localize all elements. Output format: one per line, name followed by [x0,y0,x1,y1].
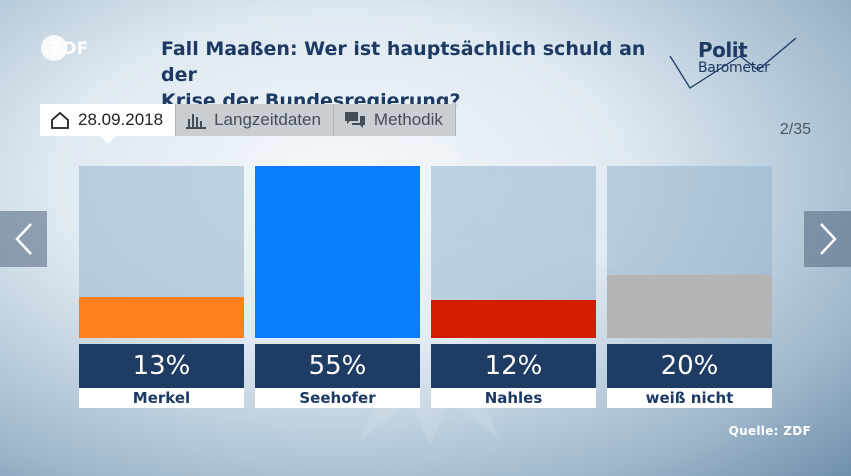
bar-chart-icon [186,114,207,129]
tab-date-label: 28.09.2018 [78,110,164,129]
brand-line-1: Polit [698,38,748,62]
bar-seehofer [255,166,420,338]
data-label-seehofer: 55% [255,344,420,388]
chart-title-line-1: Fall Maaßen: Wer ist hauptsächlich schul… [161,38,646,86]
chat-icon [344,112,365,128]
tab-methodik-label: Methodik [373,110,443,129]
bar-track [79,166,244,338]
home-icon [51,111,69,129]
politbarometer-logo: Polit Barometer [668,34,800,90]
politbarometer-check-icon [669,37,797,89]
prev-button[interactable] [0,211,47,267]
bar-wei-nicht [607,275,772,338]
page-counter: 2/35 [779,121,811,138]
tab-bar: 28.09.2018 Langzeitdaten Methodik [40,104,456,144]
bar-track [255,166,420,338]
brand-line-2: Barometer [698,60,770,76]
source-note: Quelle: ZDF [728,424,811,438]
bar-track [607,166,772,338]
bar-chart: 13% Merkel 55% Seehofer 12% Nahles 20% weiß nic… [79,166,772,408]
svg-text:ZDF: ZDF [50,39,88,59]
tab-methodik[interactable]: Methodik [333,104,456,136]
category-label-wei-nicht: weiß nicht [607,388,772,408]
zdf-logo: ZDF [41,35,88,61]
tab-langzeitdaten-label: Langzeitdaten [214,110,321,129]
category-label-merkel: Merkel [79,388,244,408]
data-label-merkel: 13% [79,344,244,388]
data-label-wei-nicht: 20% [607,344,772,388]
bar-nahles [431,300,596,338]
bar-merkel [79,297,244,338]
chevron-right-icon [819,223,837,255]
tab-date[interactable]: 28.09.2018 [40,104,177,144]
next-button[interactable] [804,211,851,267]
category-label-seehofer: Seehofer [255,388,420,408]
category-label-nahles: Nahles [431,388,596,408]
bar-track [431,166,596,338]
chart-title: Fall Maaßen: Wer ist hauptsächlich schul… [161,36,661,114]
data-label-nahles: 12% [431,344,596,388]
tab-langzeitdaten[interactable]: Langzeitdaten [176,104,334,136]
chevron-left-icon [14,223,32,255]
